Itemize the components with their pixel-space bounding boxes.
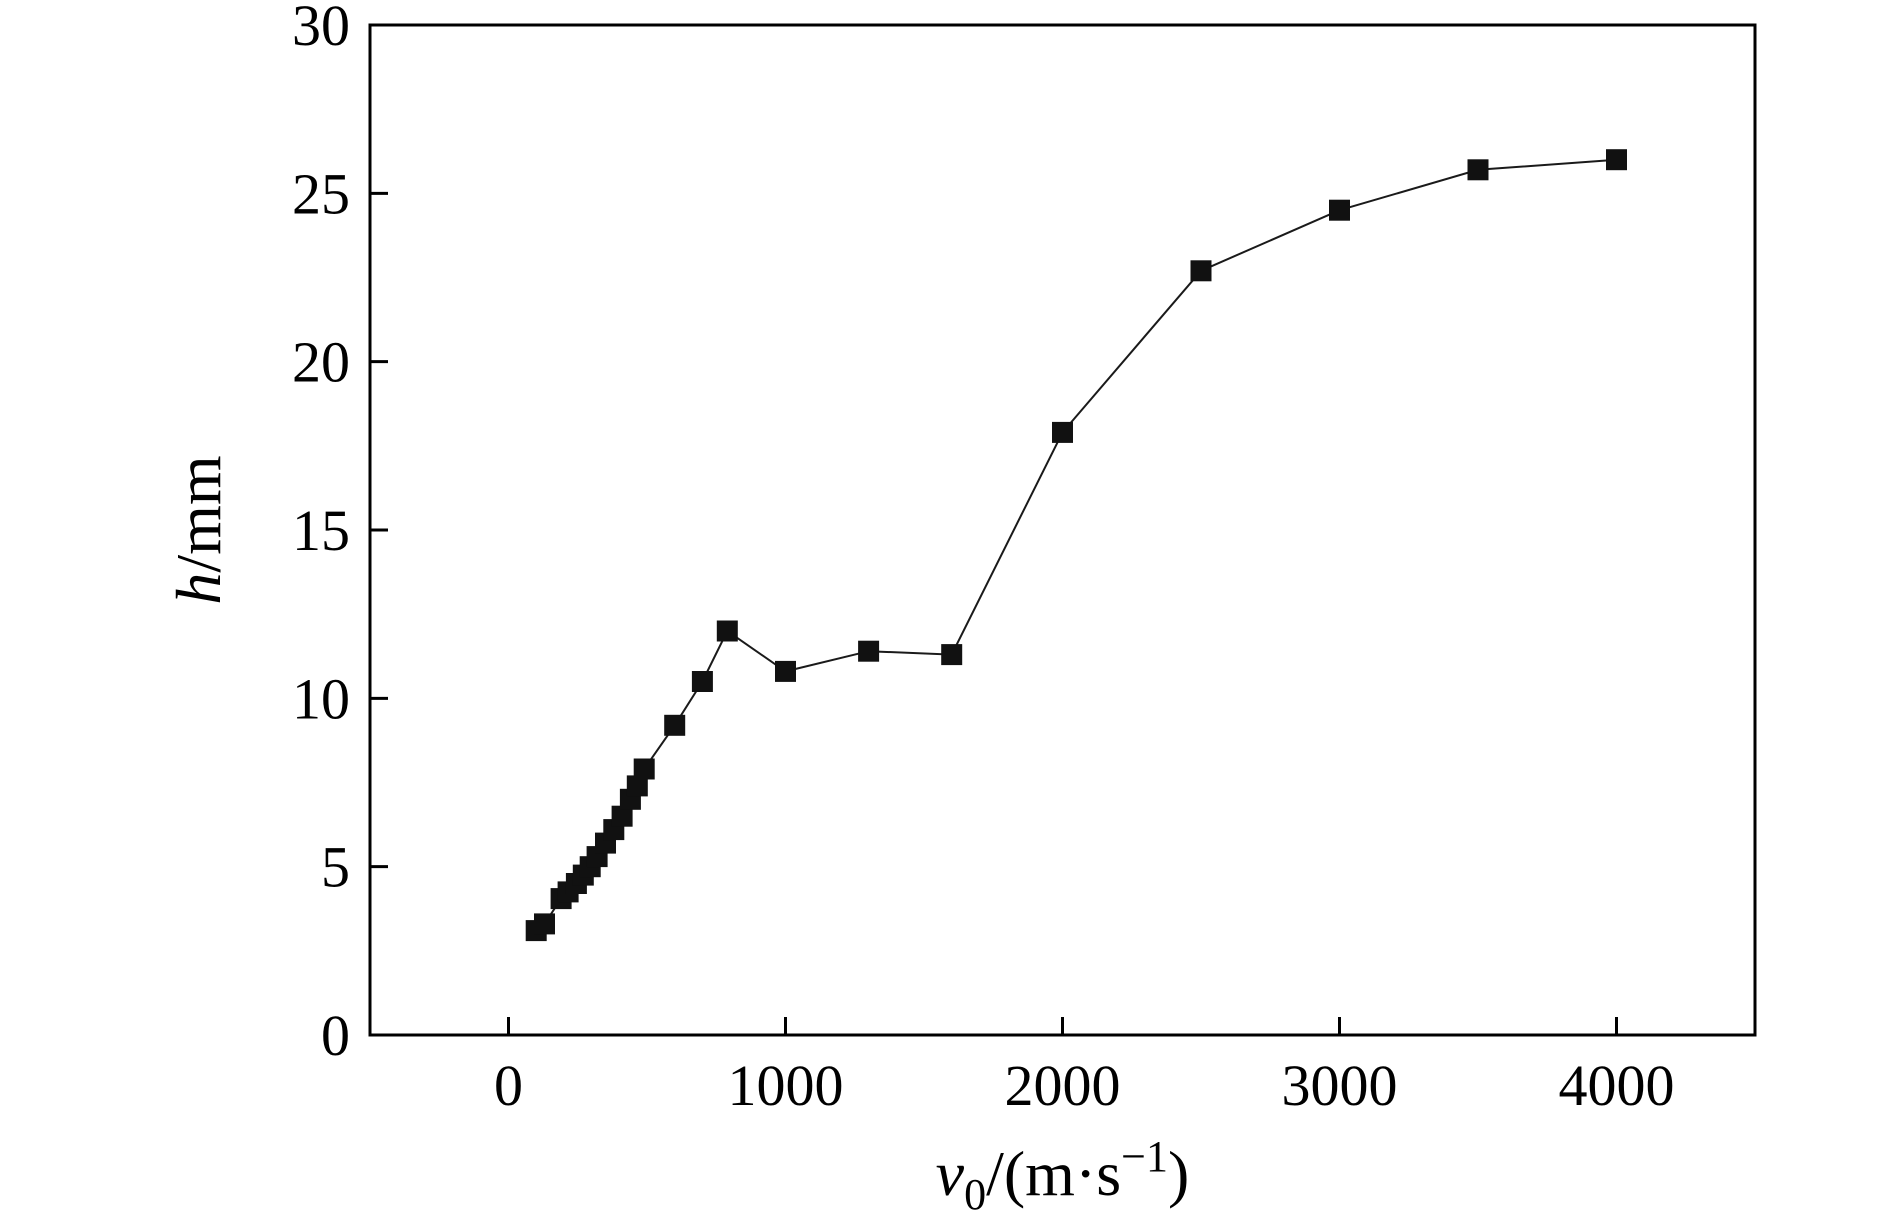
y-tick-label: 0 xyxy=(321,1003,350,1068)
y-tick-label: 25 xyxy=(292,161,350,226)
data-point-marker xyxy=(1190,260,1212,282)
x-tick-label: 1000 xyxy=(728,1053,844,1118)
data-point-marker xyxy=(633,758,655,780)
series-line xyxy=(535,158,1617,932)
data-point-marker xyxy=(626,775,648,797)
data-point-marker xyxy=(1467,159,1489,181)
data-point-marker xyxy=(664,714,686,736)
x-tick-label: 4000 xyxy=(1559,1053,1675,1118)
y-axis-title: h/mm xyxy=(163,455,234,604)
y-tick-label: 20 xyxy=(292,330,350,395)
x-tick-label: 3000 xyxy=(1282,1053,1398,1118)
y-tick-label: 15 xyxy=(292,498,350,563)
data-point-marker xyxy=(691,671,713,692)
y-tick-label: 5 xyxy=(321,835,350,900)
data-point-marker xyxy=(1329,199,1350,221)
data-point-marker xyxy=(1606,149,1627,171)
data-point-marker xyxy=(941,644,963,666)
data-point-marker xyxy=(611,805,633,827)
data-point-marker xyxy=(716,620,738,642)
data-point-marker xyxy=(858,640,880,662)
x-tick-label: 0 xyxy=(494,1053,523,1118)
x-axis-title: v0/(m·s−1) xyxy=(936,1132,1190,1219)
data-point-marker xyxy=(775,660,796,682)
y-tick-label: 30 xyxy=(292,0,350,58)
y-tick-label: 10 xyxy=(292,666,350,731)
data-point-marker xyxy=(534,913,555,935)
x-tick-label: 2000 xyxy=(1005,1053,1121,1118)
data-point-marker xyxy=(1052,421,1073,443)
